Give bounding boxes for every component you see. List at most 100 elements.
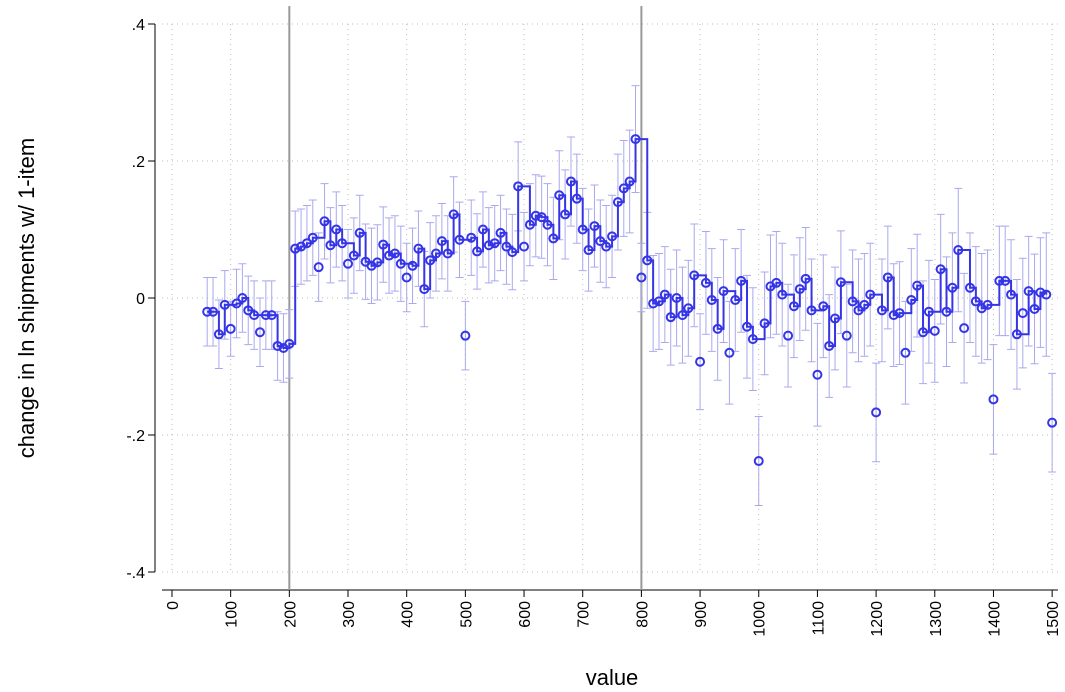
point — [812, 369, 823, 380]
point — [354, 227, 365, 238]
point — [272, 340, 283, 351]
point — [507, 247, 518, 258]
point — [953, 245, 964, 256]
error-bar — [461, 300, 470, 371]
x-tick-label: 700 — [576, 601, 593, 628]
point — [513, 181, 524, 192]
point — [1023, 286, 1034, 297]
point — [964, 282, 975, 293]
point — [806, 305, 817, 316]
point — [607, 231, 618, 242]
point — [853, 305, 864, 316]
point — [425, 255, 436, 266]
point — [642, 255, 653, 266]
point — [213, 329, 224, 340]
point — [648, 298, 659, 309]
point — [918, 327, 929, 338]
point — [589, 221, 600, 232]
point — [865, 289, 876, 300]
point — [431, 248, 442, 259]
point — [1000, 275, 1011, 286]
point — [783, 330, 794, 341]
point — [695, 356, 706, 367]
point — [988, 394, 999, 405]
point — [618, 183, 629, 194]
error-bar — [520, 211, 529, 282]
point — [472, 246, 483, 257]
point — [601, 241, 612, 252]
point — [671, 293, 682, 303]
point — [1041, 289, 1052, 300]
point — [712, 323, 723, 334]
point — [436, 236, 447, 247]
point — [413, 243, 424, 254]
x-tick-label: 500 — [458, 601, 475, 628]
point — [794, 284, 805, 295]
point — [284, 338, 295, 349]
point — [683, 303, 694, 314]
point — [753, 456, 764, 467]
point — [407, 260, 418, 271]
point — [219, 299, 230, 310]
point — [1011, 329, 1022, 340]
point — [935, 264, 946, 275]
y-tick-label: .2 — [132, 154, 145, 171]
point — [489, 238, 500, 249]
x-tick-label: 300 — [341, 601, 358, 628]
point — [1017, 308, 1028, 319]
point — [419, 284, 430, 295]
point — [742, 321, 753, 332]
error-bar — [637, 242, 646, 313]
point — [859, 299, 870, 310]
point — [395, 258, 406, 269]
error-bar — [725, 300, 734, 405]
point — [254, 327, 265, 338]
point — [249, 310, 260, 321]
point — [208, 306, 219, 317]
point — [788, 301, 799, 312]
point — [747, 334, 758, 345]
point — [876, 305, 887, 316]
point — [912, 280, 923, 291]
x-axis-label: value — [586, 665, 639, 690]
error-bar — [930, 279, 939, 383]
point — [448, 209, 459, 220]
point — [771, 277, 782, 288]
point — [677, 310, 688, 321]
point — [202, 306, 213, 317]
point — [835, 277, 846, 288]
point — [959, 323, 970, 334]
point — [337, 238, 348, 249]
point — [331, 224, 342, 235]
point — [1006, 289, 1017, 300]
point — [718, 286, 729, 297]
x-tick-label: 800 — [634, 601, 651, 628]
point — [243, 305, 254, 316]
x-tick-label: 1500 — [1045, 601, 1062, 637]
point — [290, 243, 301, 254]
point — [519, 241, 530, 252]
point — [706, 295, 717, 306]
point — [548, 233, 559, 244]
point — [689, 270, 700, 281]
point — [882, 272, 893, 283]
error-bar — [784, 283, 793, 388]
point — [847, 296, 858, 307]
point — [560, 209, 571, 220]
point — [730, 295, 741, 306]
error-bar — [402, 242, 411, 313]
point — [800, 273, 811, 284]
error-bar — [989, 344, 998, 455]
error-bar — [1018, 257, 1027, 369]
point — [830, 313, 841, 324]
point — [994, 275, 1005, 286]
point — [700, 277, 711, 288]
point — [777, 289, 788, 300]
error-bar — [226, 300, 235, 357]
point — [612, 197, 623, 208]
point — [237, 293, 248, 303]
y-tick-label: -.2 — [126, 428, 145, 445]
point — [325, 240, 336, 251]
point — [542, 219, 553, 230]
point — [595, 236, 606, 247]
